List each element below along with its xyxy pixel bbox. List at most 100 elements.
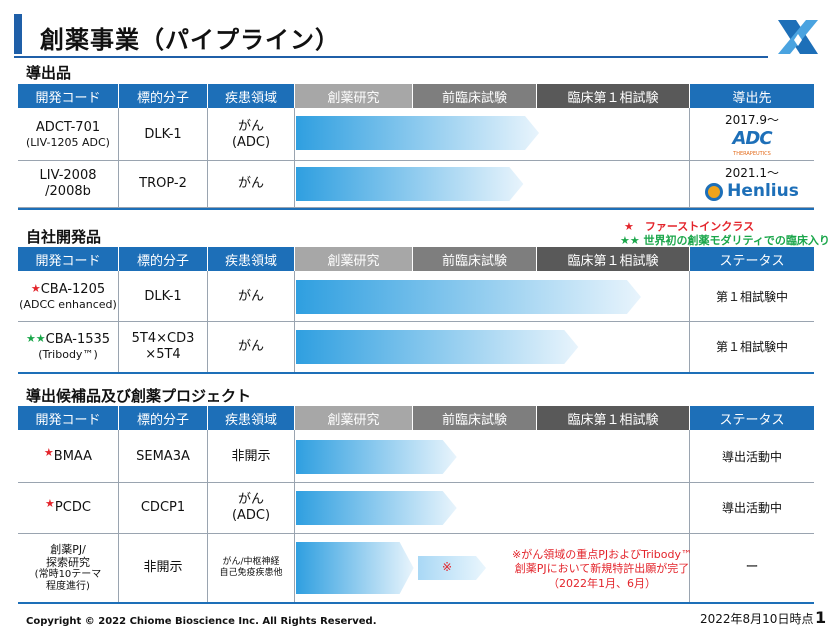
- col-divider: [207, 108, 208, 208]
- progress-arrow-shape: [296, 542, 414, 594]
- col-header-target: 標的分子: [119, 247, 207, 271]
- table-row-cell-code: ★CBA-1205 (ADCC enhanced): [18, 273, 118, 321]
- table-row-cell-code: ★ PCDC: [18, 483, 118, 533]
- section-bottom-rule: [18, 372, 814, 374]
- col-header-code: 開発コード: [18, 406, 118, 430]
- as-of-date: 2022年8月10日時点: [700, 612, 814, 626]
- star-red-icon: ★: [45, 497, 55, 510]
- legend-first-in-class: ★ ファーストインクラス: [624, 220, 755, 233]
- status-label: ー: [745, 559, 759, 575]
- col-divider: [207, 271, 208, 373]
- code-sub-label: 探索研究: [46, 556, 90, 569]
- col-divider: [294, 108, 295, 208]
- col-divider: [207, 430, 208, 602]
- code-label: ADCT-701: [35, 120, 101, 135]
- col-header-code: 開発コード: [18, 247, 118, 271]
- table-row-cell-code: 創薬PJ/ 探索研究 (常時10テーマ 程度進行): [18, 534, 118, 602]
- disease-cell: がん (ADC): [208, 110, 294, 160]
- disease-sub-label: 自己免疫疾患他: [219, 568, 283, 578]
- col-divider: [294, 430, 295, 602]
- progress-arrow: [296, 330, 579, 364]
- table-row-cell-code: LIV-2008 /2008b: [18, 161, 118, 207]
- partner-cell: 2017.9～ ADC THERAPEUTICS: [690, 110, 814, 160]
- note-mark: ※: [442, 560, 453, 574]
- disease-cell: がん (ADC): [208, 483, 294, 533]
- disease-label: がん: [237, 118, 264, 134]
- partner-date: 2021.1～: [725, 165, 779, 180]
- page-number: 1: [815, 608, 827, 627]
- col-header-preclinical: 前臨床試験: [413, 406, 536, 430]
- note-line-3: （2022年1月、6月）: [548, 576, 656, 590]
- col-header-research: 創薬研究: [295, 406, 412, 430]
- status-label: 導出活動中: [721, 449, 782, 464]
- col-header-preclinical: 前臨床試験: [413, 84, 536, 108]
- progress-arrow: [296, 440, 457, 474]
- partner-logo-text: Henlius: [727, 180, 799, 201]
- table-row-cell-code: ADCT-701 (LIV-1205 ADC): [18, 110, 118, 160]
- progress-arrow-shape: [296, 491, 457, 525]
- col-divider: [118, 108, 119, 208]
- target-sub-label: ×5T4: [145, 347, 181, 362]
- col-header-target: 標的分子: [119, 406, 207, 430]
- disease-label: がん: [237, 338, 264, 354]
- code-label: BMAA: [53, 448, 93, 464]
- star-green-icon: ★★: [25, 332, 46, 345]
- star-red-icon: ★: [43, 446, 54, 459]
- code-label: PCDC: [54, 499, 91, 515]
- code-sub-label: (Tribody™): [38, 348, 98, 362]
- row-divider: [18, 160, 814, 161]
- row-divider: [18, 321, 814, 322]
- disease-label: 非開示: [231, 448, 271, 464]
- col-divider: [689, 430, 690, 602]
- col-header-phase1: 臨床第１相試験: [537, 247, 689, 271]
- status-label: 導出活動中: [721, 500, 782, 515]
- code-sub-label: (ADCC enhanced): [19, 298, 117, 312]
- star-red-icon: ★: [30, 282, 41, 295]
- progress-arrow-shape: [296, 330, 579, 364]
- section-bottom-rule: [18, 602, 814, 604]
- code-sub-label-3: 程度進行): [46, 581, 90, 593]
- row-divider: [18, 482, 814, 483]
- progress-arrow: [296, 280, 641, 314]
- code-label: LIV-2008: [39, 167, 97, 183]
- henlius-icon: [705, 182, 724, 201]
- col-divider: [118, 430, 119, 602]
- partner-logo-henlius: Henlius: [705, 181, 799, 202]
- code-sub-label: (LIV-1205 ADC): [26, 136, 110, 150]
- disease-label: がん: [237, 175, 264, 191]
- progress-arrow: [296, 116, 540, 150]
- col-divider: [689, 271, 690, 373]
- patent-note: ※がん領域の重点PJおよびTribody™ 創薬PJにおいて新規特許出願が完了 …: [492, 548, 712, 591]
- target-label: 5T4×CD3: [131, 330, 195, 346]
- col-divider: [294, 271, 295, 373]
- progress-arrow-shape: [296, 280, 641, 314]
- code-label: 創薬PJ/: [50, 542, 86, 556]
- section-bottom-rule: [18, 208, 814, 210]
- target-cell: 5T4×CD3 ×5T4: [119, 322, 207, 372]
- col-header-code: 開発コード: [18, 84, 118, 108]
- col-divider: [689, 108, 690, 208]
- status-label: 第１相試験中: [715, 339, 788, 354]
- section-licensed-heading: 導出品: [26, 64, 72, 82]
- patent-arrow: [418, 556, 486, 580]
- col-divider: [118, 271, 119, 373]
- code-sub-label-2: (常時10テーマ: [34, 569, 102, 581]
- partner-logo-adc: ADC: [732, 128, 772, 150]
- partner-date: 2017.9～: [725, 113, 779, 128]
- col-header-disease: 疾患領域: [208, 84, 294, 108]
- section-candidates-heading: 導出候補品及び創薬プロジェクト: [26, 387, 252, 405]
- note-line-2: 創薬PJにおいて新規特許出願が完了: [514, 562, 690, 576]
- row-divider: [18, 533, 814, 534]
- note-line-1: ※がん領域の重点PJおよびTribody™: [512, 548, 692, 561]
- col-header-phase1: 臨床第１相試験: [537, 406, 689, 430]
- col-header-disease: 疾患領域: [208, 247, 294, 271]
- target-label: TROP-2: [139, 175, 187, 191]
- title-underline: [14, 56, 768, 58]
- col-header-status: ステータス: [690, 406, 814, 430]
- col-header-status: ステータス: [690, 247, 814, 271]
- company-logo-icon: [772, 14, 824, 60]
- disease-sub-label: (ADC): [231, 508, 271, 523]
- table-row-cell-code: ★★CBA-1535 (Tribody™): [18, 322, 118, 372]
- code-label: CBA-1205: [40, 282, 106, 297]
- row-divider: [18, 207, 814, 208]
